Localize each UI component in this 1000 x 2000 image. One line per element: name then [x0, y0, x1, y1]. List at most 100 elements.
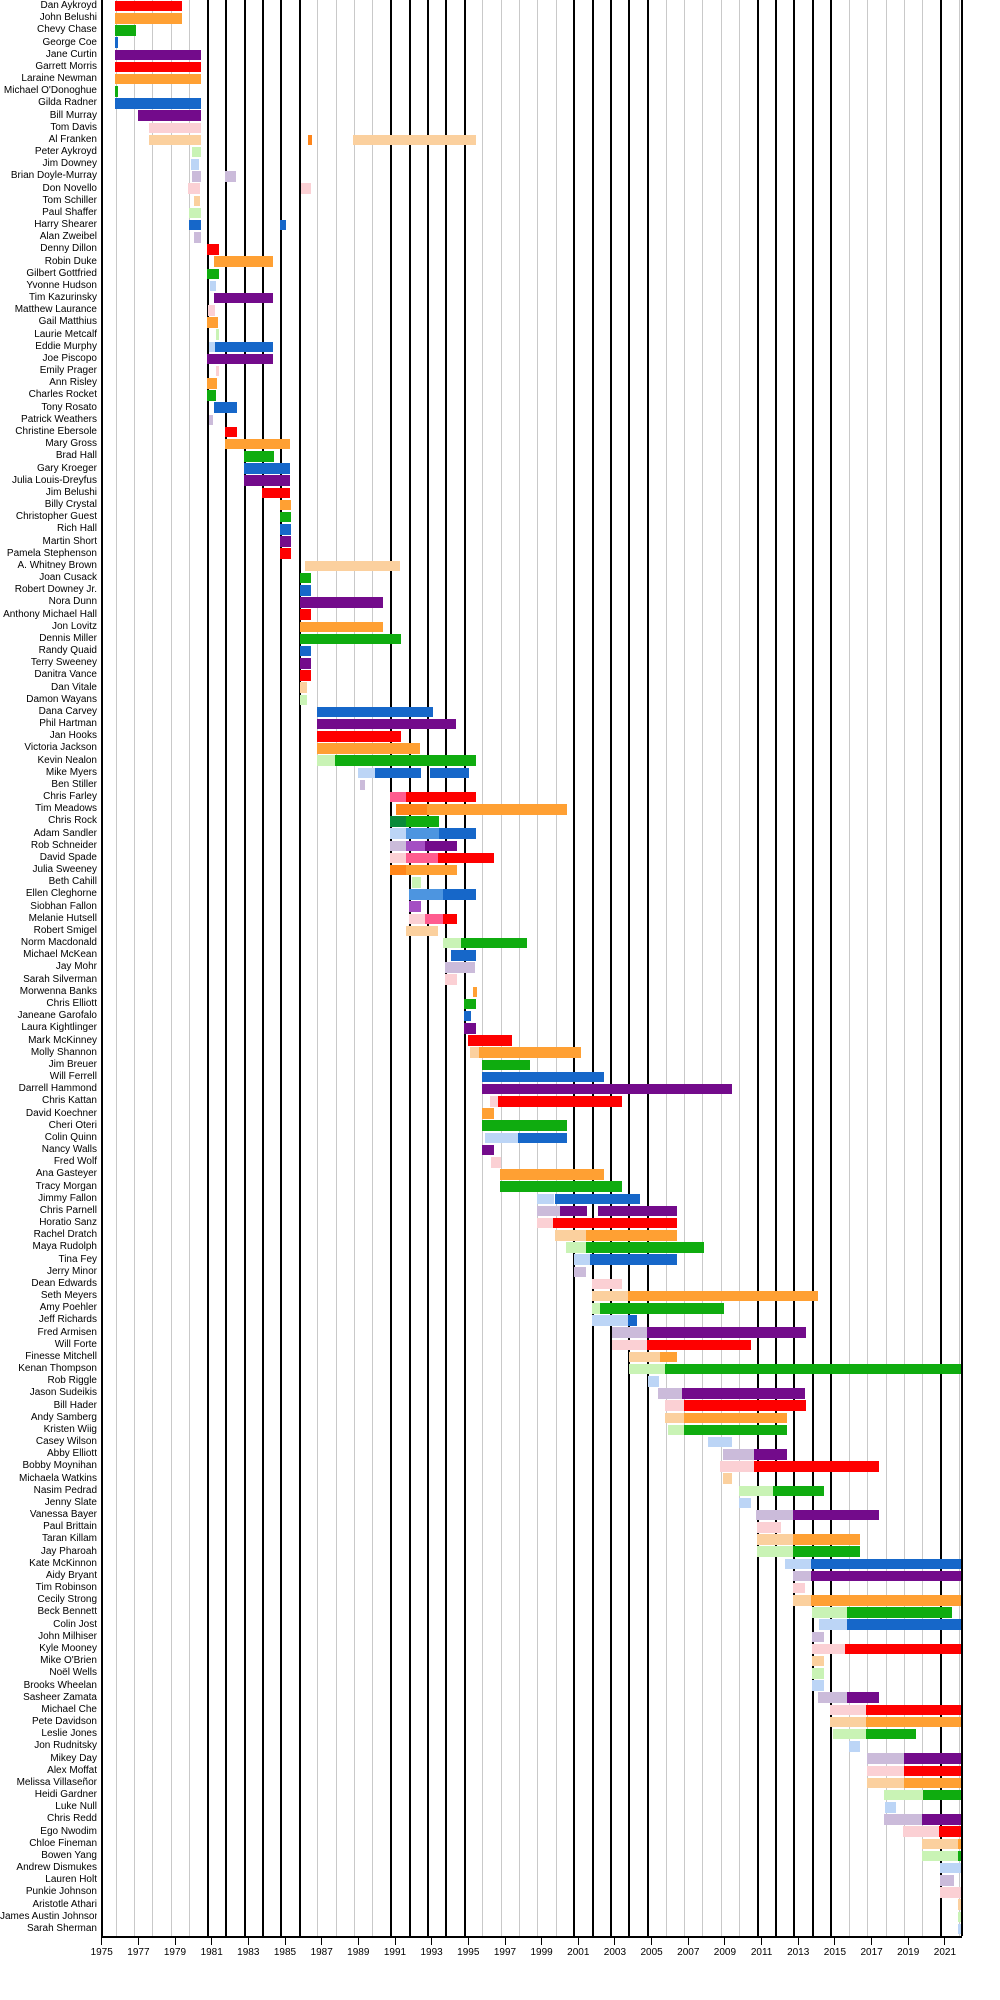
- cast-member-name: Yvonne Hudson: [26, 279, 97, 291]
- season-gridline: [354, 0, 355, 1936]
- tenure-bar: [573, 1266, 586, 1277]
- cast-member-name: Robert Smigel: [33, 924, 97, 936]
- tenure-bar: [406, 864, 458, 876]
- tenure-bar: [442, 937, 461, 949]
- x-axis-tick-label: 1983: [237, 1947, 260, 1958]
- tenure-bar: [573, 1254, 591, 1265]
- tenure-bar: [866, 1716, 962, 1728]
- cast-member-name: Paul Brittain: [43, 1521, 97, 1533]
- cast-member-name: Will Ferrell: [49, 1071, 97, 1082]
- tenure-bar: [390, 864, 406, 876]
- tenure-bar: [848, 1741, 861, 1752]
- tenure-bar: [885, 1802, 897, 1813]
- cast-member-name: Darrell Hammond: [18, 1083, 97, 1095]
- cast-member-name: Kyle Mooney: [39, 1643, 97, 1654]
- cast-member-name: Robert Downey Jr.: [14, 584, 97, 596]
- cast-member-name: John Milhiser: [38, 1630, 97, 1642]
- tenure-bar: [187, 183, 200, 194]
- tenure-bar: [592, 1290, 628, 1302]
- cast-member-name: Joe Piscopo: [42, 352, 97, 364]
- season-gridline-major: [225, 0, 228, 1936]
- cast-member-name: Bill Murray: [49, 109, 97, 121]
- cast-member-name: Chris Elliott: [46, 997, 97, 1009]
- season-gridline: [683, 0, 685, 1936]
- tenure-bar: [463, 998, 476, 1010]
- x-axis-tick-label: 1985: [273, 1947, 297, 1958]
- tenure-bar: [811, 1570, 962, 1582]
- tenure-bar: [903, 1765, 962, 1776]
- tenure-bar: [225, 426, 238, 438]
- cast-member-name: George Coe: [42, 36, 97, 48]
- cast-member-name: Lauren Holt: [45, 1874, 97, 1886]
- tenure-bar: [224, 171, 237, 182]
- tenure-bar: [317, 755, 336, 766]
- tenure-bar: [442, 889, 476, 900]
- x-axis-tick-label: 2011: [750, 1947, 773, 1958]
- tenure-bar: [305, 560, 401, 572]
- tenure-bar: [720, 1461, 755, 1472]
- tenure-bar: [207, 268, 219, 279]
- cast-member-name: Jimmy Fallon: [38, 1192, 97, 1204]
- tenure-bar: [903, 1753, 962, 1764]
- tenure-bar: [442, 913, 458, 924]
- tenure-bar: [845, 1643, 962, 1655]
- tenure-bar: [188, 207, 201, 219]
- cast-member-name: Dennis Miller: [39, 632, 97, 644]
- tenure-bar: [299, 645, 311, 657]
- cast-member-name: Vanessa Bayer: [29, 1509, 97, 1521]
- season-gridline: [372, 0, 374, 1936]
- tenure-bar: [438, 852, 494, 864]
- season-gridline-major: [261, 0, 264, 1936]
- tenure-bar: [390, 852, 406, 864]
- cast-member-name: Ellen Cleghorne: [25, 888, 97, 900]
- tenure-bar: [279, 548, 291, 559]
- season-gridline-major: [390, 0, 393, 1936]
- tenure-bar: [429, 767, 470, 778]
- season-gridline: [500, 0, 502, 1936]
- tenure-bar: [811, 1595, 962, 1606]
- tenure-bar: [922, 1814, 962, 1825]
- tenure-bar: [300, 183, 311, 194]
- x-axis-tick-label: 1991: [383, 1947, 407, 1958]
- tenure-bar: [867, 1777, 904, 1789]
- tenure-bar: [406, 852, 439, 864]
- tenure-bar: [115, 0, 183, 12]
- tenure-bar: [115, 98, 201, 109]
- tenure-bar: [812, 1680, 824, 1691]
- cast-member-name: Tim Robinson: [35, 1582, 97, 1594]
- x-axis-tick: [541, 1938, 543, 1945]
- x-axis-tick-label: 2009: [713, 1947, 737, 1958]
- tenure-bar: [833, 1728, 867, 1740]
- tenure-bar: [194, 232, 201, 243]
- cast-member-name: Mike Myers: [45, 766, 97, 778]
- tenure-bar: [846, 1692, 879, 1703]
- x-axis-tick-label: 1987: [310, 1947, 333, 1958]
- cast-member-name: Andrew Dismukes: [16, 1862, 97, 1873]
- cast-member-name: Andy Samberg: [30, 1411, 97, 1423]
- season-gridline-major: [811, 0, 814, 1936]
- cast-member-name: Jim Downey: [42, 158, 97, 170]
- tenure-bar: [866, 1728, 916, 1740]
- tenure-bar: [902, 1826, 940, 1837]
- cast-member-name: Horatio Sanz: [39, 1217, 97, 1228]
- tenure-bar: [149, 122, 201, 133]
- tenure-bar: [138, 110, 201, 121]
- tenure-bar: [406, 925, 439, 937]
- cast-member-name: Bowen Yang: [41, 1849, 97, 1861]
- tenure-bar: [491, 1157, 502, 1168]
- cast-member-name: Aidy Bryant: [45, 1569, 97, 1581]
- season-gridline-major: [940, 0, 942, 1936]
- cast-member-name: Laurie Metcalf: [34, 328, 97, 340]
- tenure-bar: [552, 1217, 678, 1229]
- season-gridline-major: [243, 0, 246, 1936]
- tenure-bar: [406, 840, 426, 851]
- tenure-bar: [352, 134, 476, 146]
- x-axis-tick: [284, 1938, 286, 1945]
- tenure-bar: [554, 1193, 640, 1204]
- cast-member-name: Jerry Minor: [46, 1265, 97, 1277]
- season-gridline-major: [298, 0, 301, 1936]
- x-axis-tick-label: 2017: [860, 1947, 883, 1958]
- tenure-bar: [445, 962, 475, 973]
- cast-member-name: Garrett Morris: [35, 60, 97, 72]
- cast-member-name: Heidi Gardner: [34, 1789, 97, 1800]
